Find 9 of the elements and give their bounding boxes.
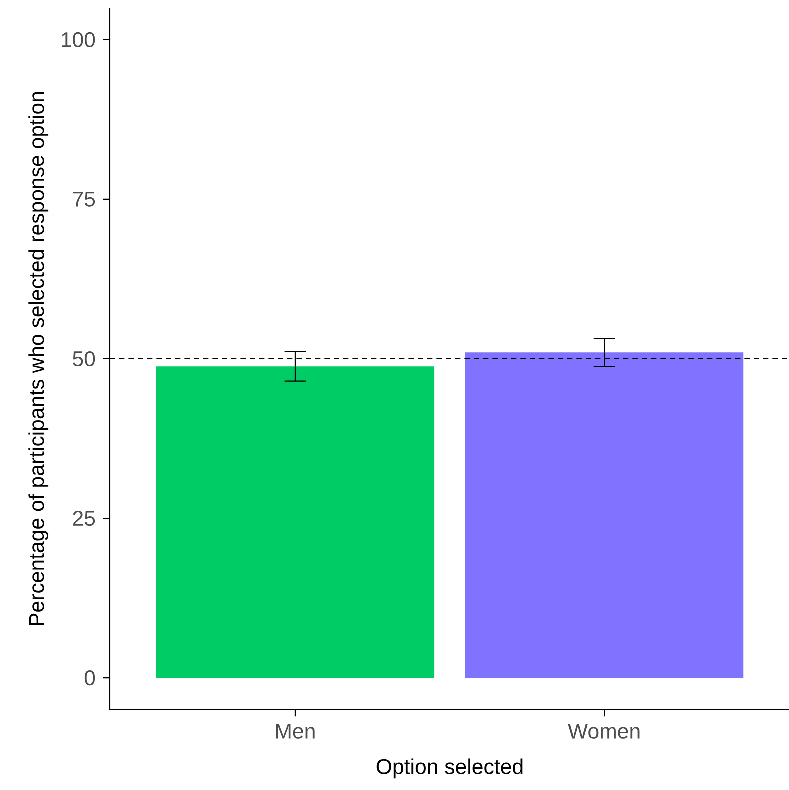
x-tick-label: Men xyxy=(276,724,315,739)
y-tick-label: 50 xyxy=(73,351,96,367)
x-tick-label: Women xyxy=(568,724,640,739)
y-axis-title: Percentage of participants who selected response option xyxy=(28,92,49,626)
y-tick-label: 0 xyxy=(84,670,96,686)
y-tick-label: 75 xyxy=(73,192,96,207)
x-axis-title: Option selected xyxy=(376,758,523,779)
y-tick-label: 100 xyxy=(62,32,96,48)
y-tick-label: 25 xyxy=(73,511,96,526)
